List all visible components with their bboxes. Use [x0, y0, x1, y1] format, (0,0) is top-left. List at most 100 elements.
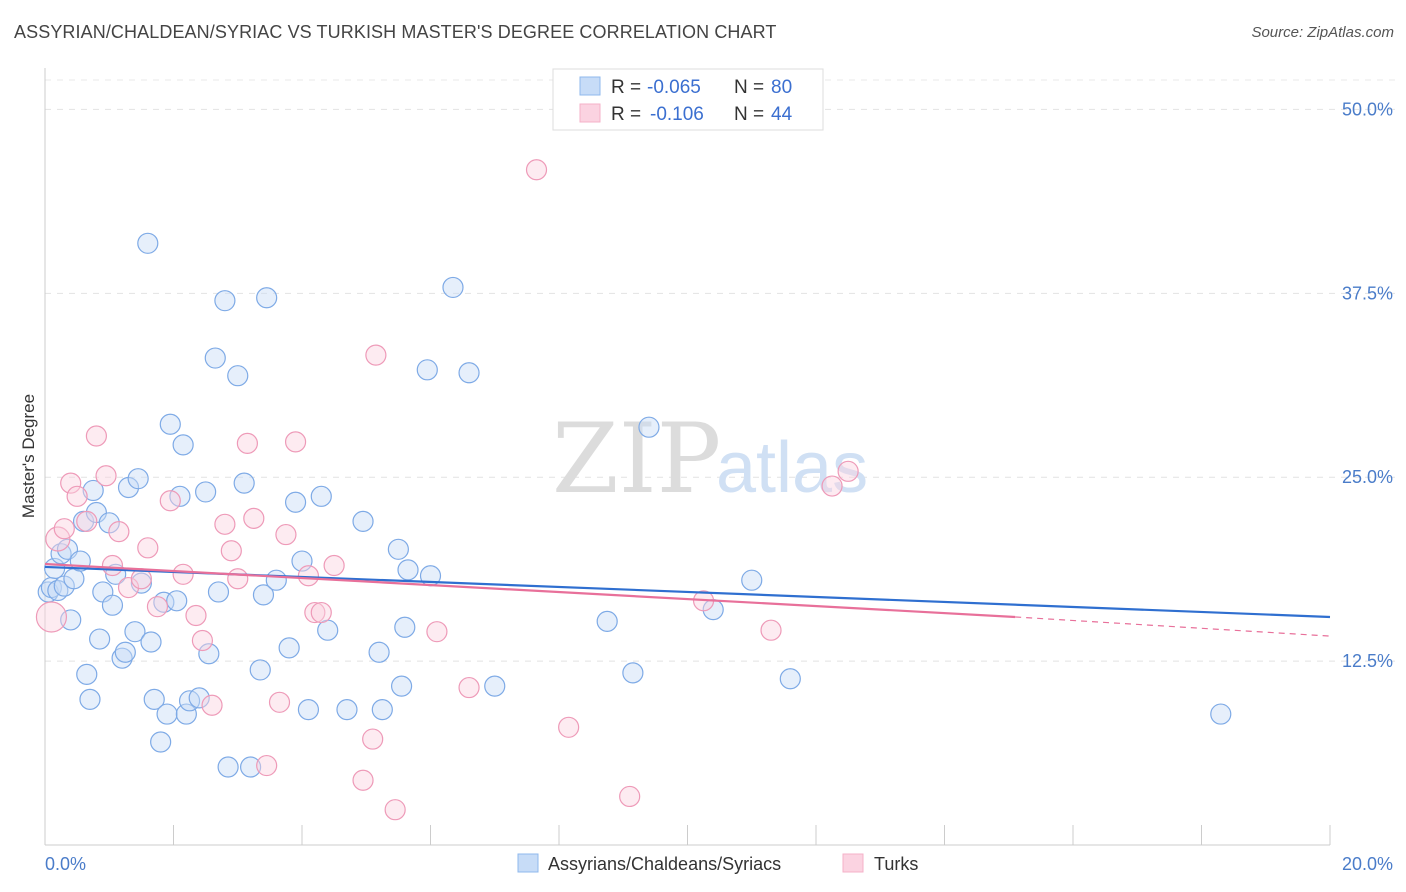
assyrians-point	[416, 359, 438, 381]
turks-point	[297, 565, 320, 587]
assyrians-point	[256, 287, 278, 309]
turks-point	[236, 432, 258, 454]
turks-point	[284, 431, 307, 453]
axes	[44, 68, 1331, 846]
legend-swatch-turks	[579, 103, 601, 123]
assyrians-point	[352, 510, 374, 532]
turks-point	[146, 596, 169, 618]
assyrians-point	[76, 663, 98, 685]
turks-point	[185, 604, 207, 627]
turks-point	[220, 540, 242, 562]
assyrians-point	[249, 659, 271, 681]
turks-point	[53, 518, 75, 540]
x-tick-label-max: 20.0%	[1342, 854, 1393, 874]
source-credit: Source: ZipAtlas.com	[1251, 24, 1394, 41]
turks-point	[108, 521, 130, 543]
legend-n-value-2: 44	[771, 104, 793, 125]
x-tick-labels: 0.0% 20.0%	[45, 854, 1393, 874]
legend-n-value-1: 80	[771, 77, 792, 98]
legend-swatch-assyrians	[579, 76, 601, 96]
assyrians-point	[172, 434, 194, 456]
assyrians-point	[458, 362, 480, 384]
assyrians-point	[79, 688, 101, 710]
turks-point	[365, 344, 387, 366]
turks-point	[227, 568, 249, 590]
assyrians-point	[779, 668, 801, 690]
assyrians-point	[397, 559, 419, 581]
turks-point	[117, 576, 140, 599]
bottom-legend-label-turks: Turks	[874, 854, 918, 874]
assyrians-point	[130, 572, 152, 594]
y-tick-labels: 12.5% 25.0% 37.5% 50.0%	[1342, 99, 1393, 671]
assyrians-point	[371, 699, 393, 721]
assyrians-point	[442, 276, 464, 299]
assyrians-point	[1210, 703, 1232, 725]
watermark-zip: ZIP	[552, 403, 721, 515]
assyrians-point	[82, 479, 104, 502]
turks-point	[76, 510, 98, 532]
turks-point	[201, 694, 223, 716]
turks-point	[172, 563, 194, 585]
assyrians-point	[387, 538, 409, 560]
turks-trend-extension	[1015, 616, 1331, 637]
assyrians-point	[188, 687, 210, 709]
turks-point	[821, 475, 843, 497]
assyrians-point	[159, 413, 181, 435]
turks-point	[268, 691, 291, 713]
assyrians-point	[207, 581, 230, 603]
assyrians-point	[638, 416, 660, 438]
y-tick-label: 37.5%	[1342, 283, 1393, 303]
turks-point	[323, 554, 345, 577]
turks-point	[159, 490, 181, 512]
turks-point	[558, 716, 580, 738]
chart-title: ASSYRIAN/CHALDEAN/SYRIAC VS TURKISH MAST…	[14, 22, 777, 42]
assyrians-point	[195, 481, 217, 503]
legend-r-label-1: R =	[611, 77, 641, 98]
assyrians-point	[317, 619, 339, 641]
assyrians-point	[278, 637, 300, 659]
turks-point	[426, 621, 448, 643]
bottom-legend-label-assyrians: Assyrians/Chaldeans/Syriacs	[548, 854, 781, 874]
assyrians-point	[137, 232, 159, 254]
turks-point	[35, 601, 68, 633]
turks-point	[304, 601, 326, 624]
assyrians-point	[336, 699, 358, 721]
assyrians-point	[166, 590, 188, 612]
assyrians-point	[596, 610, 618, 632]
watermark: ZIP atlas	[552, 403, 868, 515]
assyrians-point	[297, 699, 320, 721]
assyrians-point	[284, 491, 307, 513]
turks-point	[66, 485, 88, 507]
legend-n-label-1: N =	[734, 77, 764, 98]
legend-r-label-2: R =	[611, 104, 641, 125]
y-axis-label: Master's Degree	[19, 394, 38, 518]
assyrians-point	[140, 631, 162, 653]
assyrians-point	[368, 641, 390, 663]
turks-trend-line	[44, 562, 1016, 619]
assyrians-point	[111, 647, 133, 669]
turks-point	[60, 472, 82, 494]
turks-point	[101, 554, 124, 577]
y-tick-label: 25.0%	[1342, 467, 1393, 487]
turks-point	[362, 728, 384, 750]
assyrians-point	[217, 756, 239, 778]
y-tick-label: 50.0%	[1342, 99, 1393, 119]
bottom-legend-swatch-turks	[842, 853, 864, 873]
assyrians-point	[484, 675, 506, 697]
turks-point	[243, 507, 265, 530]
assyrians-point	[156, 703, 178, 725]
turks-point	[384, 799, 406, 821]
assyrians-point	[252, 584, 275, 606]
bottom-legend-swatch-assyrians	[517, 853, 539, 873]
turks-point	[137, 537, 159, 559]
assyrians-point	[622, 662, 644, 684]
series-legend: Assyrians/Chaldeans/Syriacs Turks	[517, 853, 918, 874]
turks-point	[310, 601, 332, 624]
assyrians-point	[227, 365, 249, 387]
assyrians-point	[390, 675, 413, 697]
turks-point	[352, 769, 374, 791]
assyrians-point	[143, 688, 165, 710]
legend-r-value-2: -0.106	[650, 104, 704, 125]
assyrians-point	[63, 568, 85, 590]
